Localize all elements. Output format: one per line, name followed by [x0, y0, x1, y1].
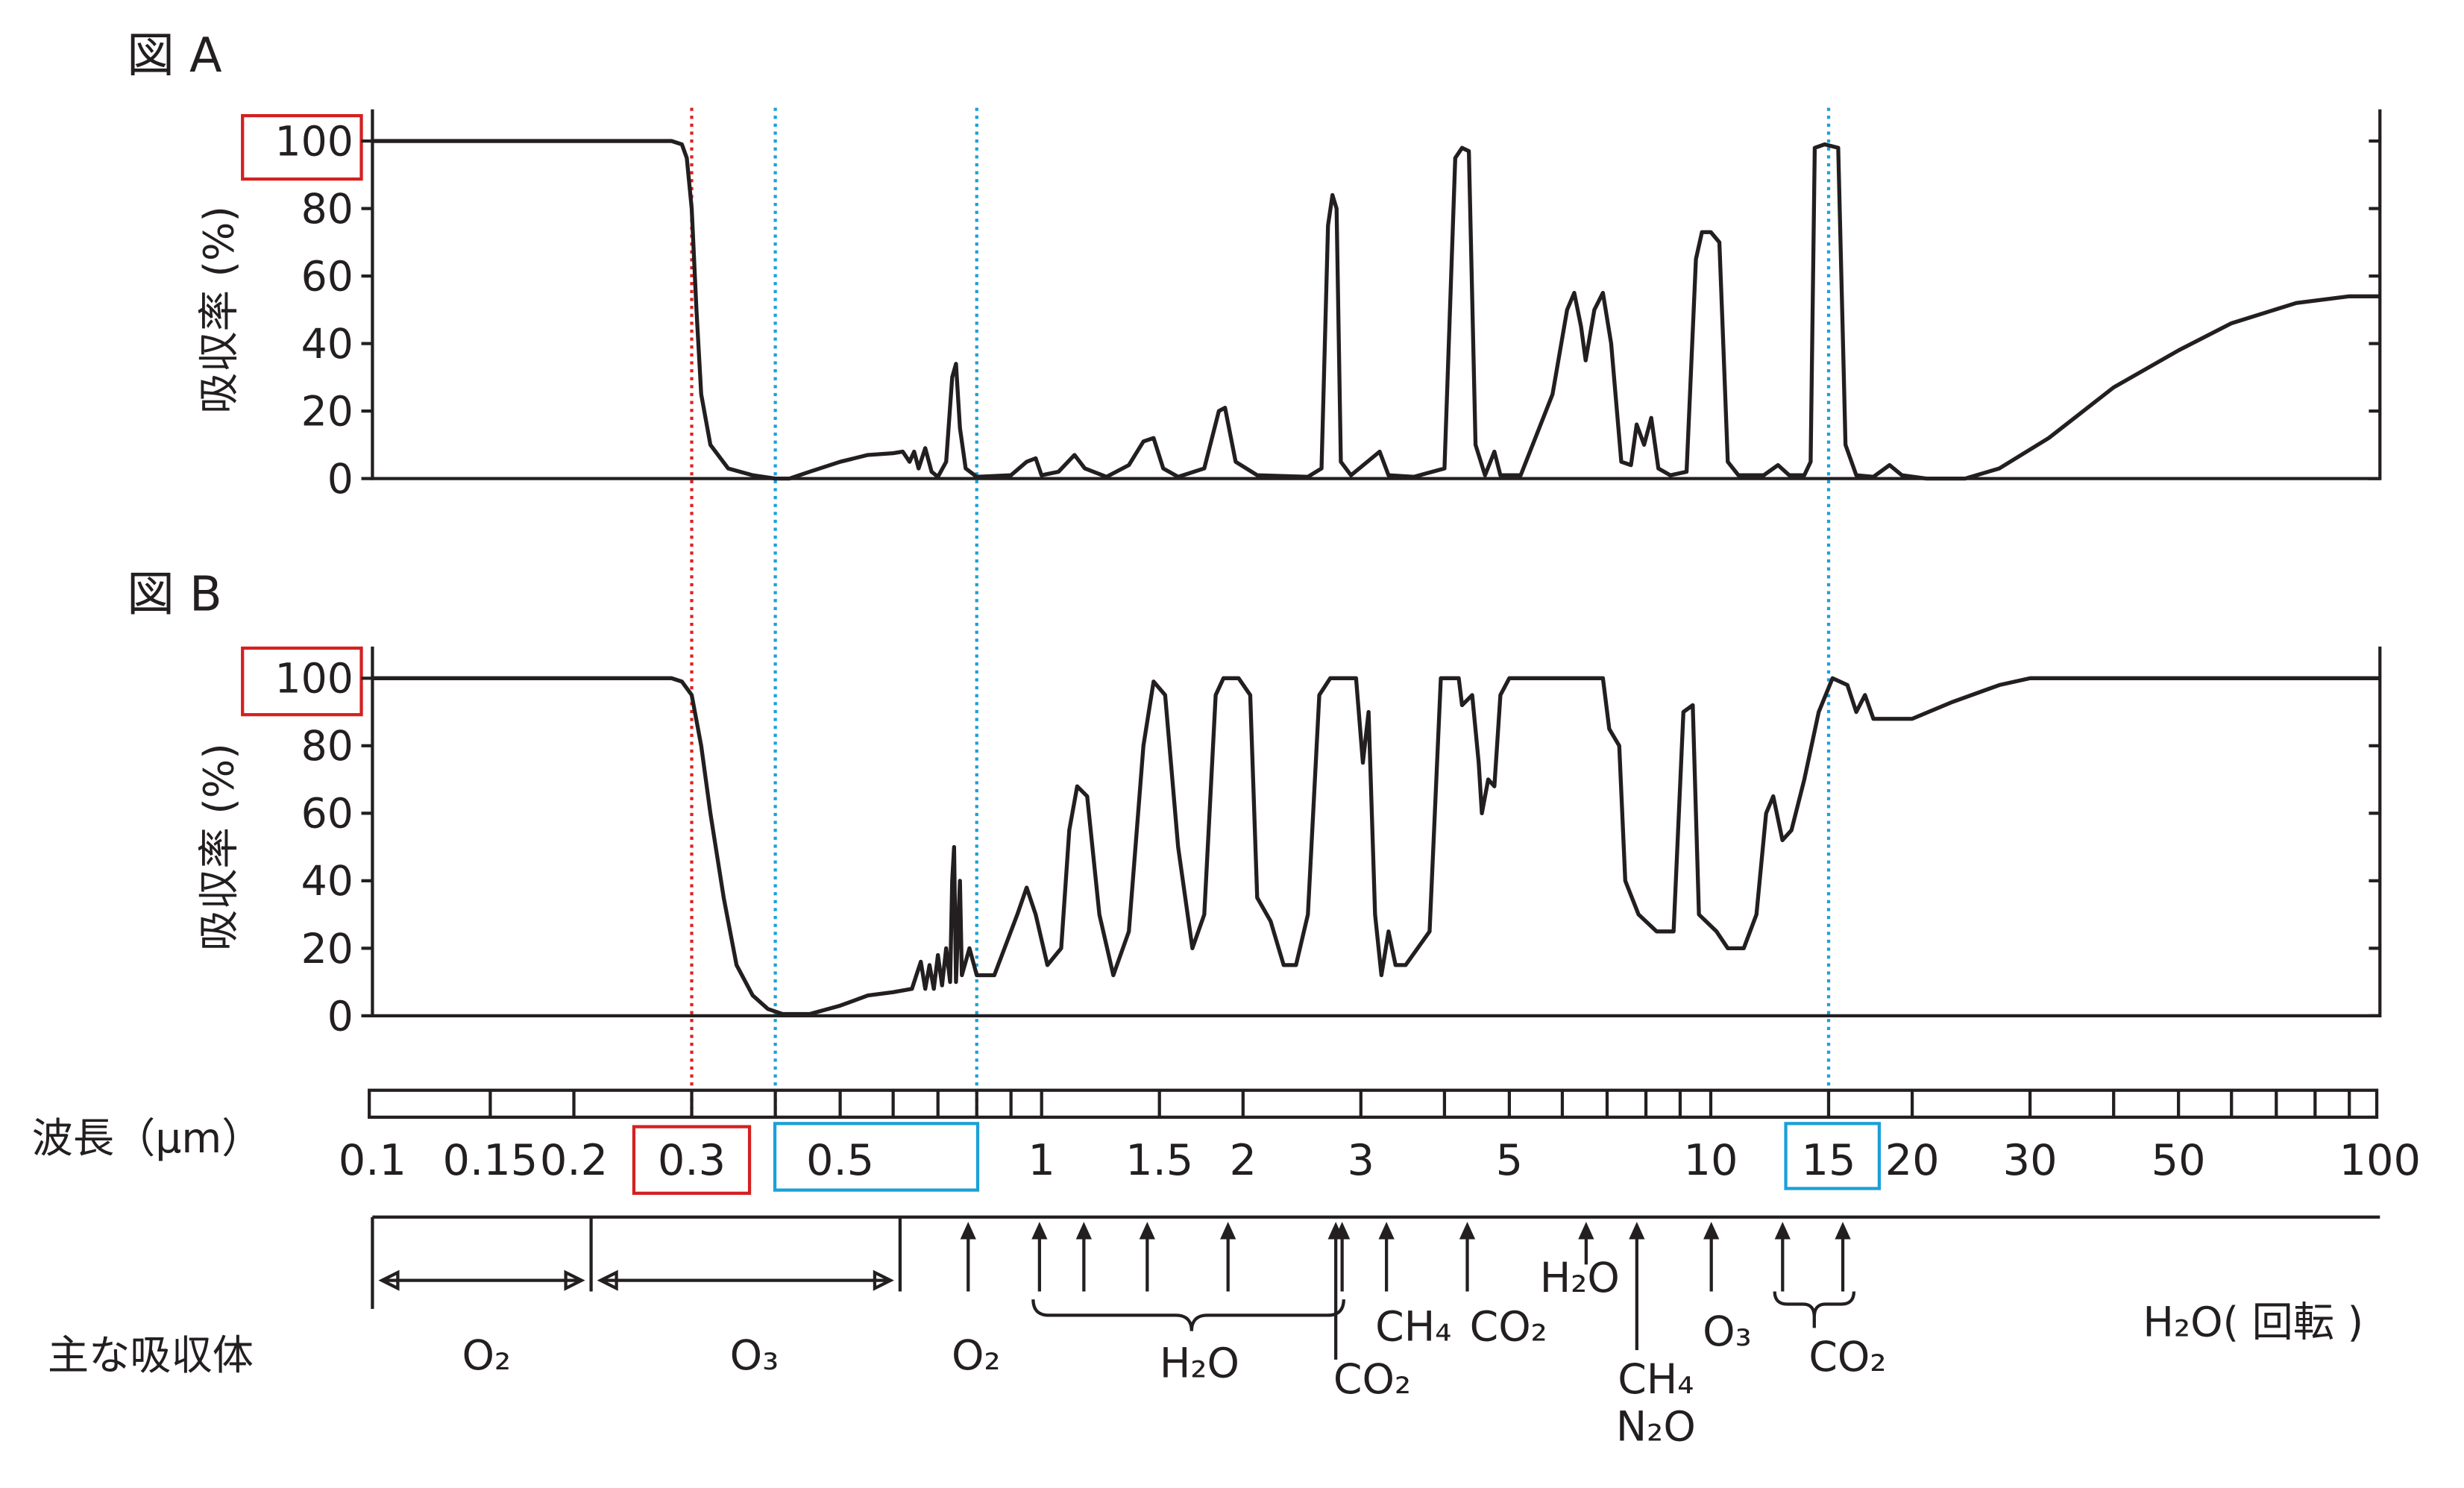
arrow-head	[1629, 1222, 1645, 1240]
absorption-line	[372, 676, 2380, 1017]
y-axis-label: 吸収率 (%)	[196, 743, 244, 951]
wavelength-ruler	[368, 1088, 2379, 1119]
range-arrow	[378, 1269, 585, 1291]
brace	[1773, 1291, 1856, 1328]
arrow-head	[1031, 1222, 1048, 1240]
absorber-label: CH₄	[1618, 1356, 1694, 1404]
arrow-head	[1578, 1222, 1594, 1240]
x-tick-label: 0.15	[443, 1135, 538, 1185]
absorber-label: O₂	[462, 1332, 512, 1380]
y-tick-label: 40	[301, 321, 353, 368]
x-tick-label: 100	[2339, 1135, 2421, 1185]
arrow-head	[1220, 1222, 1236, 1240]
x-tick-label: 2	[1230, 1135, 1257, 1185]
absorber-label: H₂O	[1540, 1255, 1620, 1302]
x-tick-label: 0.1	[339, 1135, 406, 1185]
absorption-line	[372, 139, 2380, 481]
panel-title: 図 A	[127, 28, 222, 84]
absorber-diagram	[241, 113, 2380, 1360]
absorber-title: 主な吸収体	[48, 1332, 254, 1380]
arrow-head	[1075, 1222, 1092, 1240]
y-tick-label: 0	[327, 993, 353, 1040]
arrow-head	[1703, 1222, 1720, 1240]
x-tick-label: 30	[2003, 1135, 2058, 1185]
x-tick-label: 1	[1028, 1135, 1055, 1185]
absorber-label: CO₂	[1808, 1334, 1886, 1381]
y-tick-label: 20	[301, 926, 353, 973]
absorber-label: CH₄	[1375, 1304, 1451, 1352]
axis	[371, 646, 2382, 1017]
x-tick-label: 15	[1801, 1135, 1855, 1185]
highlight-box	[1784, 1122, 1882, 1190]
arrow-head	[1774, 1222, 1791, 1240]
arrow-head	[1139, 1222, 1155, 1240]
range-arrow	[597, 1269, 894, 1291]
x-tick-label: 0.3	[658, 1135, 726, 1185]
y-tick-label: 100	[275, 656, 353, 703]
y-tick-label: 80	[301, 723, 353, 770]
x-tick-label: 1.5	[1125, 1135, 1193, 1185]
x-tick-label: 0.5	[806, 1135, 874, 1185]
absorber-label: CO₂	[1470, 1304, 1547, 1352]
arrow-head	[1835, 1222, 1851, 1240]
arrow-head	[1334, 1222, 1351, 1240]
highlight-box	[632, 1125, 752, 1195]
wavelength-label: 波長（μm）	[32, 1115, 263, 1163]
y-tick-label: 60	[301, 253, 353, 301]
y-tick-label: 40	[301, 858, 353, 905]
panel-title: 図 B	[127, 568, 222, 623]
absorber-label: H₂O( 回転 )	[2143, 1299, 2363, 1346]
x-tick-label: 5	[1496, 1135, 1524, 1185]
x-tick-label: 20	[1885, 1135, 1940, 1185]
y-tick-label: 100	[275, 118, 353, 166]
absorber-label: CO₂	[1333, 1356, 1411, 1404]
y-tick-label: 60	[301, 791, 353, 838]
x-tick-label: 3	[1348, 1135, 1374, 1185]
absorber-label: O₂	[952, 1332, 1001, 1380]
x-tick-label: 50	[2152, 1135, 2206, 1185]
absorber-label: O₃	[1703, 1308, 1752, 1356]
axis	[371, 109, 2382, 480]
highlight-box	[241, 113, 363, 181]
y-tick-label: 80	[301, 186, 353, 233]
highlight-box	[773, 1122, 980, 1192]
arrow-head	[1459, 1222, 1476, 1240]
y-tick-label: 0	[327, 456, 353, 503]
arrow-head	[960, 1222, 976, 1240]
y-axis-label: 吸収率 (%)	[196, 206, 244, 414]
highlight-box	[241, 646, 363, 717]
x-tick-label: 10	[1683, 1135, 1738, 1185]
absorber-label: N₂O	[1616, 1404, 1696, 1451]
x-tick-label: 0.2	[540, 1135, 608, 1185]
y-tick-label: 20	[301, 389, 353, 436]
arrow-head	[1378, 1222, 1395, 1240]
absorber-label: H₂O	[1160, 1340, 1239, 1388]
brace	[1031, 1299, 1345, 1331]
absorber-label: O₃	[730, 1332, 779, 1380]
